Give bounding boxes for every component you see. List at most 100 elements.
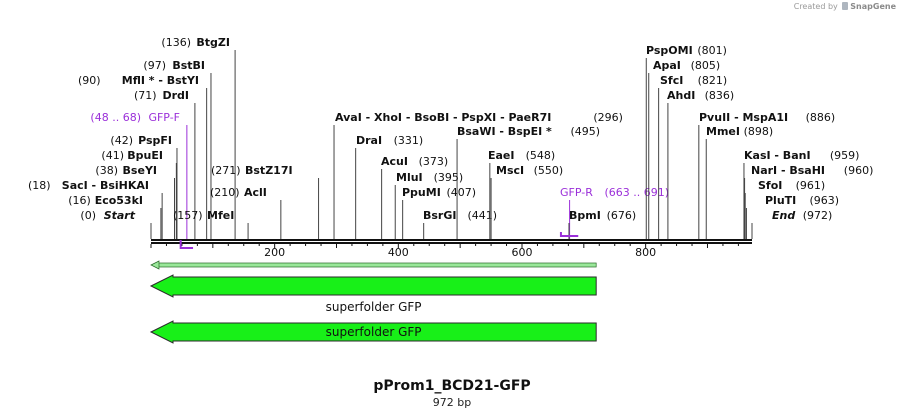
site-name: AvaI - XhoI - BsoBI - PspXI - PaeR7I xyxy=(335,111,551,124)
site-right-4: PvuII - MspA1I (886) xyxy=(698,111,835,239)
site-position: (395) xyxy=(434,171,464,184)
site-position: (548) xyxy=(526,149,556,162)
site-position: (972) xyxy=(803,209,833,222)
site-name: Start xyxy=(104,209,136,222)
feature-arrow xyxy=(149,274,597,298)
backbone-top-strand xyxy=(151,239,752,241)
credit-prefix: Created by xyxy=(793,2,838,11)
site-position: (0) xyxy=(80,209,96,222)
site-mid-2: (157) MfeI xyxy=(173,209,249,239)
site-name: SacI - BsiHKAI xyxy=(62,179,149,192)
site-position: (821) xyxy=(698,74,728,87)
site-mid-1: (210) AclI xyxy=(210,186,282,239)
site-left-6: BpuEI(41) xyxy=(101,149,177,239)
site-position: (331) xyxy=(394,134,424,147)
site-name: AhdI xyxy=(667,89,695,102)
site-right-10: End (972) xyxy=(751,209,833,239)
site-position: (959) xyxy=(830,149,860,162)
site-position: (676) xyxy=(607,209,637,222)
site-right-7: NarI - BsaHI (960) xyxy=(744,164,873,239)
site-mid-6: AcuI (373) xyxy=(381,155,448,239)
site-right-6: KasI - BanI (959) xyxy=(743,149,860,239)
site-position: (210) xyxy=(210,186,240,199)
feature-label: superfolder GFP xyxy=(326,325,422,339)
site-name: MluI xyxy=(396,171,423,184)
site-left-2: MflI * - BstYI (90) xyxy=(78,74,208,239)
site-name: AclI xyxy=(244,186,267,199)
primer-gfp-r-mark xyxy=(559,232,579,237)
site-name: BsaWI - BspEI * xyxy=(457,125,552,138)
site-mid-9: BsrGI (441) xyxy=(423,209,497,239)
site-position: (961) xyxy=(796,179,826,192)
site-left-7: BseYI (38) xyxy=(95,164,175,239)
site-right-5: MmeI (898) xyxy=(705,125,773,239)
site-position: (407) xyxy=(447,186,477,199)
site-name: PspFI xyxy=(138,134,172,147)
site-position: (41) xyxy=(101,149,124,162)
site-name: PpuMI xyxy=(402,186,441,199)
site-position: (16) xyxy=(68,194,91,207)
site-right-3: AhdI (836) xyxy=(667,89,734,239)
site-name: SfcI xyxy=(660,74,683,87)
site-position: (136) xyxy=(161,36,191,49)
site-name: GFP-R xyxy=(560,186,593,199)
site-mid-7: MluI (395) xyxy=(394,171,464,239)
site-name: MscI xyxy=(496,164,524,177)
site-name: EaeI xyxy=(488,149,515,162)
site-position: (97) xyxy=(143,59,166,72)
site-name: BstBI xyxy=(172,59,205,72)
site-mid-12: GFP-R (663 .. 691) xyxy=(560,186,669,239)
site-position: (38) xyxy=(95,164,118,177)
site-mid-5: DraI (331) xyxy=(355,134,424,239)
site-name: BtgZI xyxy=(196,36,230,49)
site-right-2: SfcI (821) xyxy=(658,74,728,239)
site-position: (801) xyxy=(697,44,727,57)
site-name: Eco53kI xyxy=(95,194,143,207)
site-position: (42) xyxy=(110,134,133,147)
site-position: (441) xyxy=(468,209,498,222)
site-mid-4: BsaWI - BspEI * (495) xyxy=(456,125,601,239)
site-position: (48 .. 68) xyxy=(90,111,141,124)
site-right-9: PluTI (963) xyxy=(745,194,839,239)
site-name: GFP-F xyxy=(148,111,180,124)
site-left-8: SacI - BsiHKAI (18) xyxy=(28,179,163,239)
feature-2: superfolder GFP xyxy=(149,320,597,344)
site-name: NarI - BsaHI xyxy=(751,164,825,177)
site-right-1: ApaI (805) xyxy=(648,59,721,239)
feature-thin-arrowhead xyxy=(150,260,160,270)
site-name: BseYI xyxy=(123,164,157,177)
ruler-label-600: 600 xyxy=(511,246,532,259)
site-name: BstZ17I xyxy=(245,164,293,177)
site-left-9: Eco53kI (16) xyxy=(68,194,162,239)
primer-gfp-f-mark xyxy=(179,240,194,249)
site-name: PluTI xyxy=(765,194,796,207)
site-name: MflI * - BstYI xyxy=(122,74,199,87)
site-left-10: Start (0) xyxy=(80,209,152,239)
site-mid-13: BpmI (676) xyxy=(568,209,637,239)
site-position: (495) xyxy=(571,125,601,138)
site-left-3: DrdI (71) xyxy=(134,89,196,239)
site-name: DrdI xyxy=(162,89,189,102)
site-position: (805) xyxy=(691,59,721,72)
site-right-0: PspOMI (801) xyxy=(645,44,727,239)
site-position: (373) xyxy=(419,155,449,168)
snapgene-logo-icon xyxy=(842,2,849,10)
site-position: (90) xyxy=(78,74,101,87)
ruler-label-400: 400 xyxy=(388,246,409,259)
feature-arrow xyxy=(149,320,597,344)
site-name: BpmI xyxy=(569,209,601,222)
site-name: ApaI xyxy=(653,59,681,72)
ruler-label-200: 200 xyxy=(264,246,285,259)
site-name: BpuEI xyxy=(127,149,163,162)
site-mid-3: AvaI - XhoI - BsoBI - PspXI - PaeR7I (296… xyxy=(333,111,623,239)
site-left-4: GFP-F (48 .. 68) xyxy=(90,111,188,239)
feature-0 xyxy=(150,260,597,270)
site-position: (550) xyxy=(534,164,564,177)
site-position: (18) xyxy=(28,179,51,192)
site-position: (271) xyxy=(211,164,241,177)
site-left-5: PspFI (42) xyxy=(110,134,178,239)
map-subtitle: 972 bp xyxy=(432,396,472,409)
site-name: MfeI xyxy=(207,209,234,222)
site-mid-0: (271) BstZ17I xyxy=(211,164,320,239)
